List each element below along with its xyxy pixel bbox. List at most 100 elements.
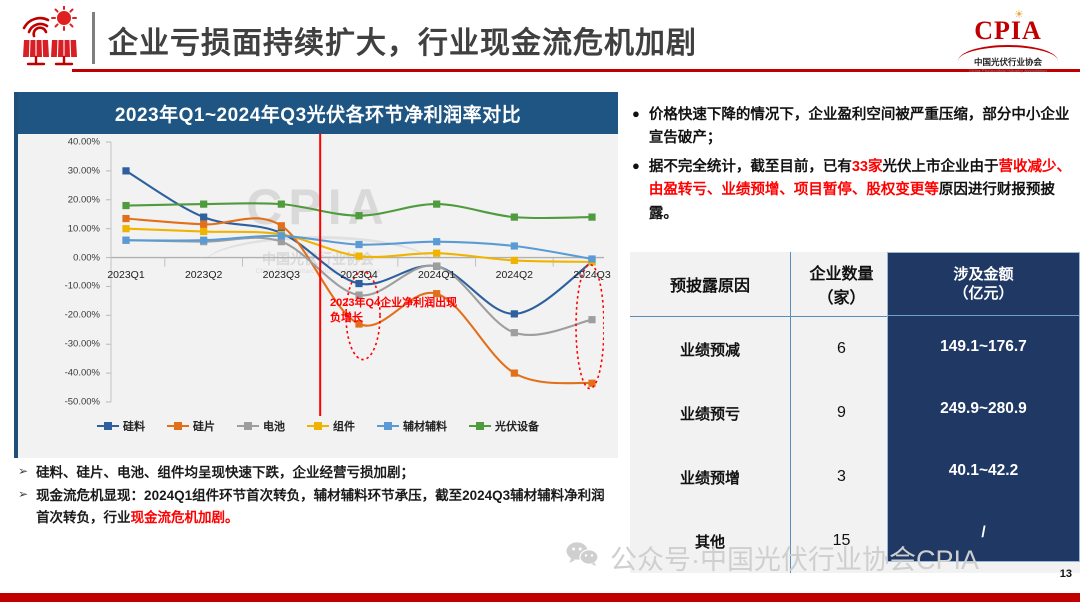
amount-column: 涉及金额 （亿元） 149.1~176.7 249.9~280.9 40.1~42.… <box>887 252 1080 562</box>
cpia-name-en: China Photovoltaic Industry Association <box>969 68 1047 73</box>
cpia-name-cn: 中国光伏行业协会 <box>973 57 1042 67</box>
plain-text: 硅料、硅片、电池、组件均呈现快速下跌，企业经营亏损加剧； <box>36 465 415 480</box>
y-axis-tick: 0.00% <box>73 252 100 264</box>
dot-bullet-icon: ● <box>632 106 640 121</box>
cell-amount: 249.9~280.9 <box>940 400 1027 417</box>
x-axis-tick: 2023Q4 <box>340 268 378 281</box>
cell-reason: 业绩预亏 <box>679 405 740 423</box>
cell-amount: / <box>981 524 986 541</box>
legend-item-组件[interactable]: 组件 <box>307 418 355 434</box>
plain-text: 光伏上市企业由于 <box>882 158 999 175</box>
y-axis-tick: -50.00% <box>64 396 100 408</box>
cell-count: 6 <box>790 316 892 381</box>
cell-reason: 业绩预减 <box>679 341 740 359</box>
x-axis-tick: 2023Q1 <box>107 268 145 281</box>
legend-item-电池[interactable]: 电池 <box>237 418 285 434</box>
plain-text: 现金流危机显现：2024Q1组件环节首次转负，辅材辅料环节承压，截至2024Q3… <box>36 488 605 525</box>
plain-text: 原因进行财报预披露。 <box>648 182 1055 222</box>
cell-reason: 业绩预增 <box>679 469 740 487</box>
series-硅片 <box>122 214 596 387</box>
cpia-wordmark: CPIA <box>974 16 1042 45</box>
table-row: 业绩预亏 9 <box>630 381 1080 445</box>
x-axis-tick: 2024Q2 <box>495 268 534 281</box>
y-axis-tick: 20.00% <box>67 194 100 206</box>
page-number: 13 <box>1059 568 1072 580</box>
table-row: 业绩预减 6 <box>630 316 1080 381</box>
legend-item-光伏设备[interactable]: 光伏设备 <box>469 418 539 434</box>
header-rule <box>72 69 1080 72</box>
table-col-count-l2: （家） <box>817 290 866 307</box>
arrow-bullet-icon: ➢ <box>18 487 29 502</box>
chart-card: 2023年Q1~2024年Q3光伏各环节净利润率对比 CPIA 中国光伏行业协会… <box>14 92 618 458</box>
left-bullet-list: ➢ 硅料、硅片、电池、组件均呈现快速下跌，企业经营亏损加剧； ➢ 现金流危机显现：20… <box>18 462 618 530</box>
right-bullet-text: 据不完全统计，截至目前，已有33家光伏上市企业由于营收减少、由盈转亏、业绩预增、… <box>649 156 1076 226</box>
ellipse-2024q3 <box>575 263 605 390</box>
dot-bullet-icon: ● <box>632 157 640 173</box>
series-辅材辅料 <box>122 232 596 263</box>
y-axis-tick: -40.00% <box>64 367 100 379</box>
plain-text: 价格快速下降的情况下，企业盈利空间被严重压缩，部分中小企业宣告破产； <box>648 107 1070 147</box>
cpia-logo: ☀ CPIA 中国光伏行业协会 China Photovoltaic Indus… <box>952 6 1064 73</box>
legend-swatch-icon <box>307 421 329 431</box>
sun-rays-icon: ☀ <box>1014 9 1024 21</box>
y-axis-tick: 40.00% <box>67 136 100 148</box>
right-bullet-item: ● 据不完全统计，截至目前，已有33家光伏上市企业由于营收减少、由盈转亏、业绩预增… <box>632 156 1076 226</box>
x-axis-tick: 2024Q3 <box>573 268 611 281</box>
x-axis-tick: 2023Q3 <box>262 268 301 281</box>
table-col-count: 企业数量 （家） <box>790 252 892 317</box>
solar-panel-wifi-icon <box>18 5 84 68</box>
legend-label: 组件 <box>333 421 355 433</box>
left-bullet-item: ➢ 现金流危机显现：2024Q1组件环节首次转负，辅材辅料环节承压，截至2024Q… <box>18 485 618 528</box>
wechat-icon <box>566 541 600 574</box>
left-bullet-text: 现金流危机显现：2024Q1组件环节首次转负，辅材辅料环节承压，截至2024Q3… <box>36 485 618 528</box>
legend-label: 电池 <box>263 421 285 433</box>
y-axis-tick: 10.00% <box>67 223 100 235</box>
y-axis-tick: -30.00% <box>64 338 100 350</box>
y-axis-tick: -10.00% <box>64 280 100 292</box>
chart-plot-area: CPIA 中国光伏行业协会 China Photovoltaic Industr… <box>18 134 618 458</box>
amount-header-l1: 涉及金额 <box>953 265 1014 283</box>
legend-item-辅材辅料[interactable]: 辅材辅料 <box>377 418 447 434</box>
x-axis-tick: 2024Q1 <box>417 268 456 281</box>
left-bullet-item: ➢ 硅料、硅片、电池、组件均呈现快速下跌，企业经营亏损加剧； <box>18 462 618 483</box>
legend-label: 硅料 <box>123 421 145 433</box>
table-body: 业绩预减 6 业绩预亏 9 业绩预增 3 其他 15 <box>630 316 1080 573</box>
legend-label: 光伏设备 <box>495 421 539 433</box>
highlighted-text: 现金流危机加剧。 <box>130 509 239 525</box>
legend-swatch-icon <box>377 421 399 431</box>
legend-swatch-icon <box>469 421 491 431</box>
legend-item-硅片[interactable]: 硅片 <box>167 418 215 434</box>
table-row: 其他 15 <box>630 509 1080 573</box>
table-row: 业绩预增 3 <box>630 445 1080 509</box>
page-header: 企业亏损面持续扩大，行业现金流危机加剧 ☀ CPIA 中国光伏行业协会 Chin… <box>0 0 1080 76</box>
footer-bar <box>0 593 1080 602</box>
highlighted-text: 营收减少、由盈转亏、业绩预增、项目暂停、股权变更等 <box>648 158 1071 199</box>
legend-item-硅料[interactable]: 硅料 <box>97 418 145 434</box>
amount-column-header: 涉及金额 （亿元） <box>888 253 1079 316</box>
right-bullet-item: ● 价格快速下降的情况下，企业盈利空间被严重压缩，部分中小企业宣告破产； <box>632 104 1076 151</box>
chart-title: 2023年Q1~2024年Q3光伏各环节净利润率对比 <box>18 92 618 134</box>
arrow-bullet-icon: ➢ <box>18 464 29 478</box>
y-axis-tick: -20.00% <box>64 309 100 321</box>
cpia-arc <box>958 45 1058 61</box>
plain-text: 据不完全统计，截至目前，已有 <box>648 158 852 175</box>
left-bullet-text: 硅料、硅片、电池、组件均呈现快速下跌，企业经营亏损加剧； <box>36 462 414 483</box>
cell-count: 15 <box>790 509 892 573</box>
right-bullet-list: ● 价格快速下降的情况下，企业盈利空间被严重压缩，部分中小企业宣告破产； ● 据不完全… <box>632 104 1076 231</box>
chart-annotation: 2023年Q4企业净利润出现负增长 <box>330 297 458 324</box>
cell-amount: 149.1~176.7 <box>940 338 1027 355</box>
chart-y-axis: 40.00% 30.00% 20.00% 10.00% 0.00% -10.00% -20.… <box>34 134 100 458</box>
cell-reason: 其他 <box>694 533 725 551</box>
series-光伏设备 <box>122 200 596 221</box>
highlighted-text: 33家 <box>851 158 883 175</box>
cell-amount: 40.1~42.2 <box>948 462 1019 479</box>
cell-count: 9 <box>790 381 892 445</box>
table-col-reason: 预披露原因 <box>630 252 791 317</box>
legend-swatch-icon <box>167 421 189 431</box>
table-col-count-l1: 企业数量 <box>809 266 874 283</box>
amount-header-l2: （亿元） <box>953 285 1014 302</box>
legend-swatch-icon <box>237 421 259 431</box>
disclosure-table-wrap: 预披露原因 企业数量 （家） 业绩预减 6 业绩预亏 9 业绩预增 3 其他 15 涉及金额 … <box>630 252 1080 573</box>
y-axis-tick: 30.00% <box>67 165 100 177</box>
page-title: 企业亏损面持续扩大，行业现金流危机加剧 <box>108 27 697 60</box>
